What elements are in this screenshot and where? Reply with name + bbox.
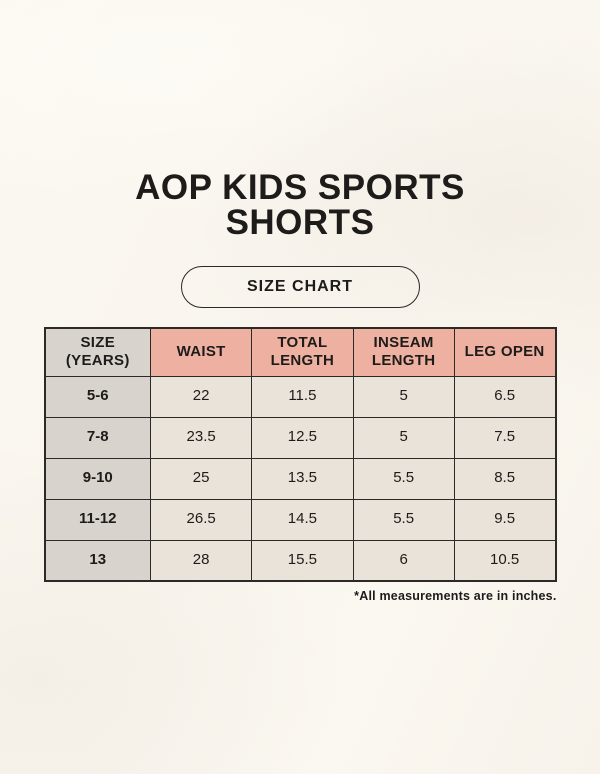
table-cell: 8.5 xyxy=(453,457,557,500)
table-cell: 5 xyxy=(352,416,455,459)
page-title: AOP KIDS SPORTS SHORTS xyxy=(0,170,600,240)
size-label: 13 xyxy=(44,539,151,582)
table-cell: 5 xyxy=(352,375,455,418)
table-cell: 25 xyxy=(149,457,253,500)
table-cell: 23.5 xyxy=(149,416,253,459)
page-title-line2: SHORTS xyxy=(225,203,375,242)
table-cell: 13.5 xyxy=(251,457,354,500)
size-chart-table-wrapper: SIZE (YEARS) WAIST TOTAL LENGTH INSEAM L… xyxy=(43,327,557,582)
table-row: 9-10 25 13.5 5.5 8.5 xyxy=(44,457,557,500)
table-cell: 15.5 xyxy=(251,539,354,582)
header-waist: WAIST xyxy=(149,327,253,377)
size-label: 11-12 xyxy=(44,498,151,541)
table-row: 7-8 23.5 12.5 5 7.5 xyxy=(44,416,557,459)
header-total-length: TOTAL LENGTH xyxy=(251,327,354,377)
table-row: 13 28 15.5 6 10.5 xyxy=(44,539,557,582)
table-cell: 5.5 xyxy=(352,457,455,500)
header-leg-open: LEG OPEN xyxy=(453,327,557,377)
table-cell: 9.5 xyxy=(453,498,557,541)
table-cell: 14.5 xyxy=(251,498,354,541)
table-cell: 7.5 xyxy=(453,416,557,459)
size-label: 9-10 xyxy=(44,457,151,500)
table-row: 5-6 22 11.5 5 6.5 xyxy=(44,375,557,418)
table-cell: 26.5 xyxy=(149,498,253,541)
page-title-line1: AOP KIDS SPORTS xyxy=(135,168,465,207)
table-cell: 28 xyxy=(149,539,253,582)
header-inseam-length: INSEAM LENGTH xyxy=(352,327,455,377)
table-cell: 12.5 xyxy=(251,416,354,459)
size-chart-table: SIZE (YEARS) WAIST TOTAL LENGTH INSEAM L… xyxy=(43,327,557,582)
size-label: 5-6 xyxy=(44,375,151,418)
size-chart-button[interactable]: SIZE CHART xyxy=(180,266,420,308)
table-cell: 10.5 xyxy=(453,539,557,582)
table-header-row: SIZE (YEARS) WAIST TOTAL LENGTH INSEAM L… xyxy=(44,327,557,377)
table-cell: 6.5 xyxy=(453,375,557,418)
header-size-years: SIZE (YEARS) xyxy=(44,327,151,377)
size-label: 7-8 xyxy=(44,416,151,459)
measurements-footnote: *All measurements are in inches. xyxy=(354,589,557,603)
table-cell: 5.5 xyxy=(352,498,455,541)
table-cell: 22 xyxy=(149,375,253,418)
table-cell: 6 xyxy=(352,539,455,582)
table-cell: 11.5 xyxy=(251,375,354,418)
table-row: 11-12 26.5 14.5 5.5 9.5 xyxy=(44,498,557,541)
